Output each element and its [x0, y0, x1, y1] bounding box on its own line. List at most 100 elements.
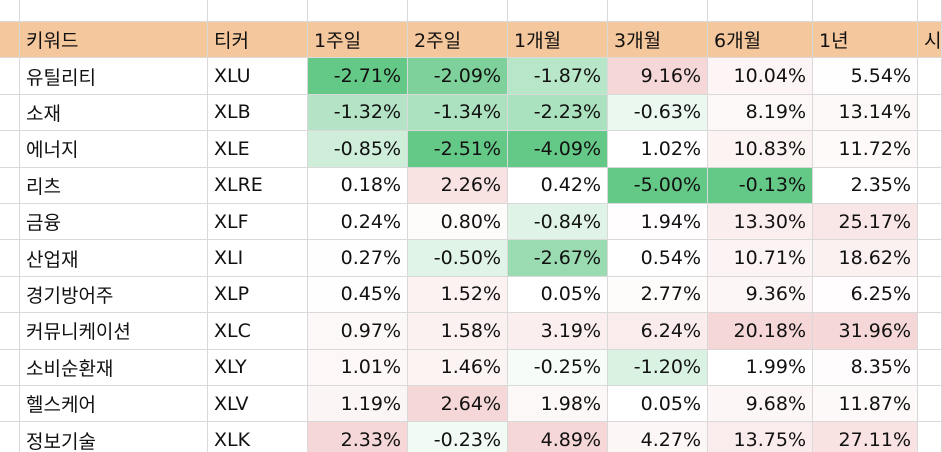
text-cell: 소재 — [20, 94, 208, 132]
text-cell: 유틸리티 — [20, 58, 208, 95]
header-cell: 6개월 — [708, 22, 813, 59]
empty-cell — [918, 313, 942, 350]
text-cell: 에너지 — [20, 131, 208, 168]
value-cell: 9.68% — [708, 386, 813, 423]
value-cell: -2.51% — [408, 131, 508, 168]
value-cell: -1.87% — [508, 58, 608, 95]
value-cell: 4.27% — [608, 422, 708, 452]
value-cell: 0.05% — [508, 276, 608, 314]
value-cell: -0.50% — [408, 240, 508, 277]
empty-cell — [208, 0, 308, 22]
value-cell: 10.71% — [708, 240, 813, 277]
text-cell: XLRE — [208, 167, 308, 204]
value-cell: -0.84% — [508, 204, 608, 241]
empty-cell — [918, 167, 942, 204]
value-cell: 18.62% — [813, 240, 918, 277]
text-cell: XLY — [208, 349, 308, 386]
value-cell: 0.80% — [408, 204, 508, 241]
value-cell: 8.35% — [813, 349, 918, 386]
value-cell: 13.30% — [708, 204, 813, 241]
empty-cell — [918, 240, 942, 277]
empty-cell — [918, 422, 942, 452]
value-cell: 1.94% — [608, 204, 708, 241]
value-cell: -0.25% — [508, 349, 608, 386]
empty-cell — [408, 0, 508, 22]
value-cell: 0.42% — [508, 167, 608, 204]
text-cell: XLI — [208, 240, 308, 277]
empty-cell — [0, 422, 20, 452]
value-cell: 0.24% — [308, 204, 408, 241]
text-cell: 헬스케어 — [20, 386, 208, 423]
header-cell: 시 — [918, 22, 942, 59]
value-cell: 1.19% — [308, 386, 408, 423]
text-cell: XLV — [208, 386, 308, 423]
value-cell: 1.46% — [408, 349, 508, 386]
value-cell: 2.26% — [408, 167, 508, 204]
empty-cell — [918, 94, 942, 132]
value-cell: -2.71% — [308, 58, 408, 95]
empty-cell — [20, 0, 208, 22]
empty-cell — [918, 0, 942, 22]
value-cell: 0.27% — [308, 240, 408, 277]
value-cell: 1.01% — [308, 349, 408, 386]
empty-cell — [0, 58, 20, 95]
value-cell: -1.32% — [308, 94, 408, 132]
value-cell: 0.45% — [308, 276, 408, 314]
value-cell: -1.34% — [408, 94, 508, 132]
header-cell — [0, 22, 20, 59]
value-cell: 9.16% — [608, 58, 708, 95]
value-cell: -5.00% — [608, 167, 708, 204]
value-cell: 5.54% — [813, 58, 918, 95]
value-cell: 8.19% — [708, 94, 813, 132]
value-cell: 9.36% — [708, 276, 813, 314]
text-cell: 소비순환재 — [20, 349, 208, 386]
text-cell: 경기방어주 — [20, 276, 208, 314]
empty-cell — [508, 0, 608, 22]
empty-cell — [918, 386, 942, 423]
header-cell: 3개월 — [608, 22, 708, 59]
text-cell: 커뮤니케이션 — [20, 313, 208, 350]
value-cell: 6.25% — [813, 276, 918, 314]
value-cell: 1.58% — [408, 313, 508, 350]
value-cell: 27.11% — [813, 422, 918, 452]
text-cell: 산업재 — [20, 240, 208, 277]
text-cell: XLP — [208, 276, 308, 314]
empty-cell — [708, 0, 813, 22]
value-cell: 0.05% — [608, 386, 708, 423]
empty-cell — [0, 131, 20, 168]
empty-cell — [0, 349, 20, 386]
empty-cell — [813, 0, 918, 22]
empty-cell — [308, 0, 408, 22]
value-cell: 4.89% — [508, 422, 608, 452]
empty-cell — [918, 131, 942, 168]
value-cell: 2.77% — [608, 276, 708, 314]
value-cell: 20.18% — [708, 313, 813, 350]
value-cell: 0.97% — [308, 313, 408, 350]
value-cell: 6.24% — [608, 313, 708, 350]
empty-cell — [608, 0, 708, 22]
value-cell: 13.75% — [708, 422, 813, 452]
text-cell: 리츠 — [20, 167, 208, 204]
header-cell: 1개월 — [508, 22, 608, 59]
value-cell: -2.09% — [408, 58, 508, 95]
empty-cell — [918, 204, 942, 241]
value-cell: -0.85% — [308, 131, 408, 168]
text-cell: XLF — [208, 204, 308, 241]
value-cell: 13.14% — [813, 94, 918, 132]
empty-cell — [0, 386, 20, 423]
value-cell: 1.99% — [708, 349, 813, 386]
value-cell: -0.23% — [408, 422, 508, 452]
value-cell: 0.18% — [308, 167, 408, 204]
value-cell: -4.09% — [508, 131, 608, 168]
text-cell: XLB — [208, 94, 308, 132]
text-cell: XLK — [208, 422, 308, 452]
text-cell: XLU — [208, 58, 308, 95]
value-cell: 11.87% — [813, 386, 918, 423]
value-cell: -2.67% — [508, 240, 608, 277]
empty-cell — [918, 276, 942, 314]
value-cell: 1.52% — [408, 276, 508, 314]
value-cell: 2.33% — [308, 422, 408, 452]
value-cell: 0.54% — [608, 240, 708, 277]
value-cell: 1.98% — [508, 386, 608, 423]
